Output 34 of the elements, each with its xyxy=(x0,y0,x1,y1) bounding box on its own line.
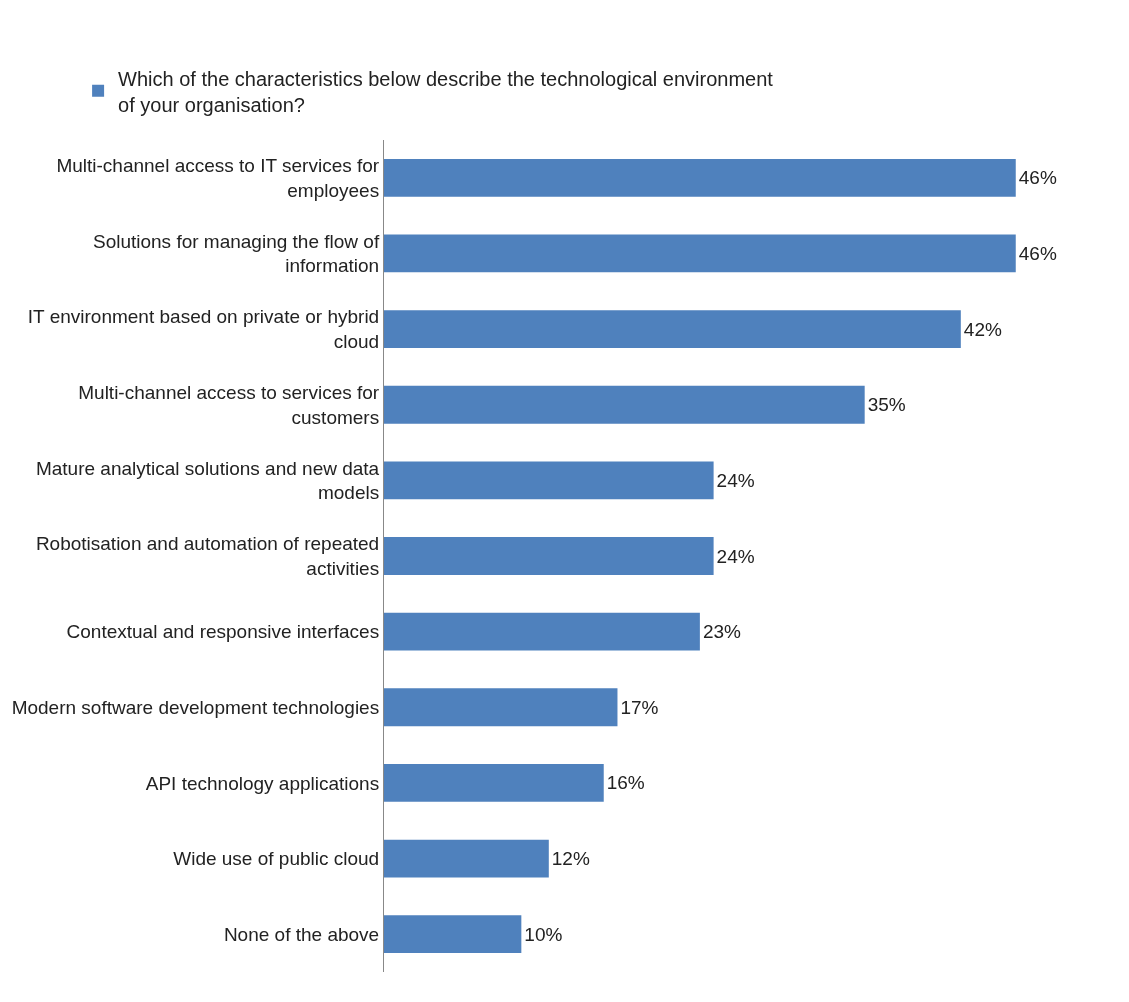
y-tick-label: Modern software development technologies xyxy=(11,696,380,718)
bar xyxy=(384,461,714,500)
bar xyxy=(384,688,618,727)
data-label: 24% xyxy=(716,469,755,491)
data-label: 16% xyxy=(606,772,645,794)
bar xyxy=(384,764,604,802)
bar xyxy=(384,385,865,424)
y-tick-label: Mature analytical solutions and new data models xyxy=(35,457,380,504)
data-label: 35% xyxy=(867,394,906,416)
data-label: 46% xyxy=(1018,167,1057,189)
y-tick-label: Multi-channel access to IT services for employees xyxy=(56,155,380,201)
y-tick-label: IT environment based on private or hybrid cloud xyxy=(27,306,380,353)
data-label: 23% xyxy=(702,621,742,643)
legend-label: Which of the characteristics below describe the technological environment of your organisation? xyxy=(118,67,774,116)
bar xyxy=(384,915,522,954)
y-tick-label: Multi-channel access to services for customers xyxy=(78,382,380,428)
bar xyxy=(384,612,700,651)
bar xyxy=(384,158,1016,197)
bar xyxy=(384,537,714,575)
y-tick-label: Contextual and responsive interfaces xyxy=(66,621,380,643)
data-label: 12% xyxy=(551,848,590,870)
data-label: 17% xyxy=(620,696,659,718)
y-tick-label: Wide use of public cloud xyxy=(173,848,380,870)
y-tick-label: None of the above xyxy=(223,923,380,945)
data-label: 10% xyxy=(524,923,563,945)
bar xyxy=(384,839,549,878)
data-label: 24% xyxy=(716,545,755,567)
data-label: 42% xyxy=(963,318,1002,340)
data-label: 46% xyxy=(1018,242,1057,264)
y-tick-label: Robotisation and automation of repeated activities xyxy=(35,533,380,579)
y-tick-label: Solutions for managing the flow of information xyxy=(92,230,380,277)
bar xyxy=(384,310,961,348)
bar xyxy=(384,234,1016,273)
y-tick-label: API technology applications xyxy=(145,772,380,794)
